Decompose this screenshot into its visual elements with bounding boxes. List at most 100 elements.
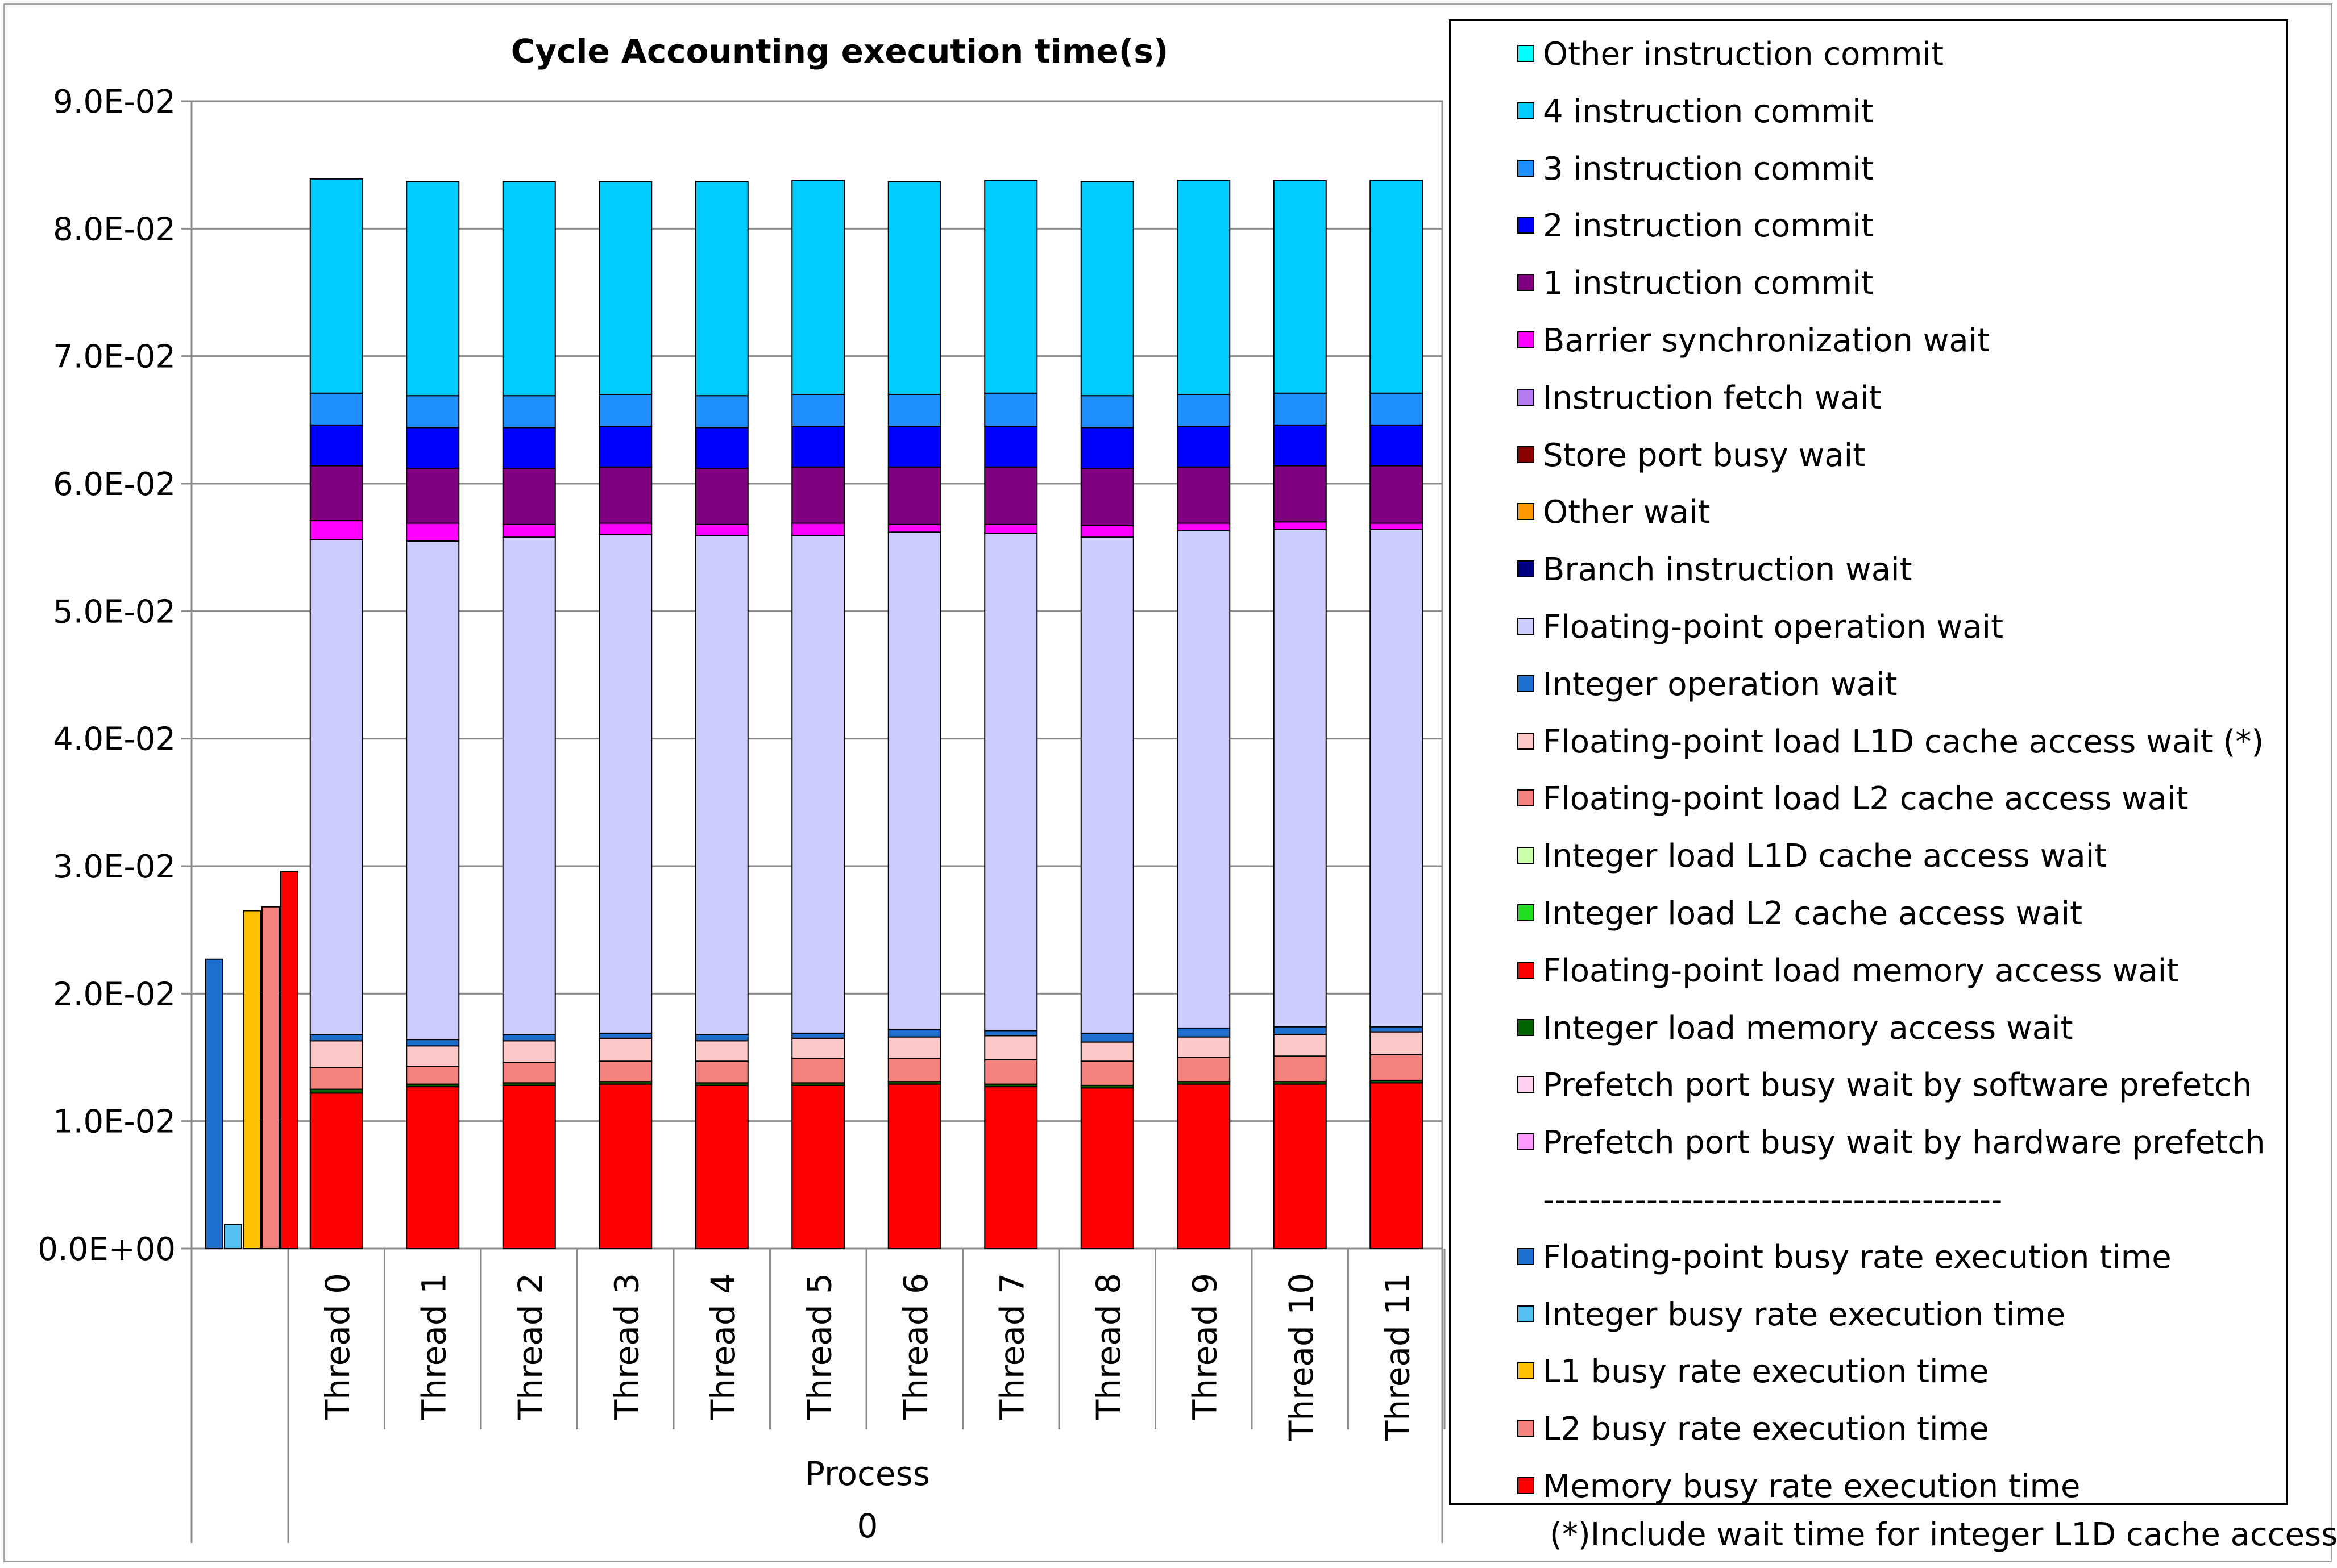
bar-segment-c2-1 <box>406 427 460 469</box>
bar-segment-c1-11 <box>1369 465 1423 524</box>
x-tick-label: Thread 5 <box>800 1273 839 1420</box>
bar-segment-c1-1 <box>406 468 460 524</box>
bar-segment-barrier-11 <box>1369 522 1423 530</box>
bar-segment-fp_load_l2-3 <box>599 1060 653 1083</box>
bar-segment-fp_load_l1d-4 <box>695 1040 749 1062</box>
bar-segment-c4-5 <box>791 180 845 395</box>
bar-segment-fp_op-0 <box>309 539 363 1035</box>
legend-swatch <box>1517 732 1534 750</box>
y-tick-label: 4.0E-02 <box>53 721 176 758</box>
x-tick-label: Thread 8 <box>1089 1273 1128 1420</box>
bar-segment-fp_op-1 <box>406 540 460 1041</box>
bar-segment-fp_load_l2-1 <box>406 1066 460 1085</box>
bar-segment-c2-0 <box>309 424 363 467</box>
bar-segment-c3-10 <box>1273 392 1327 426</box>
legend-swatch <box>1517 1420 1534 1437</box>
legend-swatch <box>1517 1133 1534 1151</box>
bar-segment-c3-4 <box>695 395 749 429</box>
bar-segment-fp_load_l1d-3 <box>599 1037 653 1062</box>
chart-legend: Other instruction commit 4 instruction co… <box>1449 19 2288 1505</box>
bar-segment-fp_load_mem-9 <box>1177 1083 1231 1249</box>
group-value: 0 <box>857 1507 878 1545</box>
bar-segment-fp_load_l2-9 <box>1177 1057 1231 1083</box>
bar-segment-int_op-7 <box>984 1030 1038 1037</box>
bar-segment-fp_load_l1d-11 <box>1369 1031 1423 1056</box>
bar-segment-barrier-6 <box>887 523 941 533</box>
bar-segment-c2-5 <box>791 426 845 468</box>
bar-segment-c4-9 <box>1177 180 1231 395</box>
legend-swatch <box>1517 1247 1534 1265</box>
legend-label: Barrier synchronization wait <box>1543 322 1990 359</box>
bar-segment-c3-1 <box>406 395 460 429</box>
y-tick-label: 8.0E-02 <box>53 211 176 248</box>
bar-segment-fp_op-3 <box>599 534 653 1034</box>
bar-segment-fp_op-9 <box>1177 530 1231 1029</box>
bar-segment-barrier-4 <box>695 523 749 536</box>
bar-segment-c1-10 <box>1273 465 1327 523</box>
bar-segment-c2-8 <box>1080 427 1134 469</box>
busy-bar-integer-busy-rate-execution-time <box>224 1224 242 1250</box>
bar-segment-c3-7 <box>984 392 1038 427</box>
bar-segment-barrier-5 <box>791 522 845 536</box>
legend-swatch <box>1517 102 1534 119</box>
bar-segment-fp_op-8 <box>1080 536 1134 1034</box>
x-tick-label: Thread 1 <box>414 1273 453 1420</box>
bar-segment-fp_load_l2-0 <box>309 1067 363 1090</box>
y-tick-label: 5.0E-02 <box>53 593 176 630</box>
bar-segment-c1-8 <box>1080 468 1134 527</box>
bar-segment-c1-2 <box>502 468 556 525</box>
legend-label: Integer load L2 cache access wait <box>1543 895 2083 932</box>
bar-segment-c4-2 <box>502 181 556 397</box>
bar-segment-c2-3 <box>599 426 653 468</box>
bar-segment-fp_load_mem-5 <box>791 1084 845 1250</box>
bar-segment-fp_load_mem-3 <box>599 1083 653 1249</box>
y-tick-label: 2.0E-02 <box>53 976 176 1013</box>
legend-label: L2 busy rate execution time <box>1543 1411 1989 1448</box>
bar-segment-int_op-9 <box>1177 1027 1231 1038</box>
legend-swatch <box>1517 1076 1534 1093</box>
bar-segment-fp_load_l2-5 <box>791 1058 845 1084</box>
bar-segment-barrier-0 <box>309 520 363 540</box>
bar-segment-barrier-2 <box>502 523 556 538</box>
legend-label: Instruction fetch wait <box>1543 379 1882 417</box>
legend-label: 2 instruction commit <box>1543 207 1874 245</box>
bar-segment-fp_load_mem-4 <box>695 1084 749 1250</box>
bar-segment-int_op-11 <box>1369 1026 1423 1033</box>
legend-label: Prefetch port busy wait by software pref… <box>1543 1067 2252 1104</box>
bar-segment-fp_op-7 <box>984 533 1038 1032</box>
y-tick-label: 1.0E-02 <box>53 1104 176 1141</box>
legend-swatch <box>1517 961 1534 979</box>
bar-segment-c3-6 <box>887 393 941 427</box>
bar-segment-c1-3 <box>599 466 653 524</box>
bar-segment-c1-6 <box>887 466 941 525</box>
bar-segment-fp_load_l1d-9 <box>1177 1036 1231 1058</box>
bar-segment-c3-0 <box>309 392 363 426</box>
legend-swatch <box>1517 388 1534 406</box>
legend-swatch <box>1517 331 1534 348</box>
busy-bar-l1-busy-rate-execution-time <box>243 910 261 1250</box>
bar-segment-fp_load_l1d-10 <box>1273 1034 1327 1057</box>
bar-segment-int_op-3 <box>599 1032 653 1039</box>
bar-segment-fp_op-10 <box>1273 529 1327 1028</box>
legend-label: 4 instruction commit <box>1543 93 1874 130</box>
bar-segment-c4-11 <box>1369 180 1423 394</box>
bar-segment-c3-5 <box>791 393 845 427</box>
bar-segment-fp_load_mem-6 <box>887 1083 941 1249</box>
bar-segment-c2-11 <box>1369 424 1423 467</box>
legend-swatch <box>1517 618 1534 635</box>
x-tick-label: Thread 6 <box>896 1273 935 1420</box>
bar-segment-fp_op-6 <box>887 531 941 1030</box>
legend-label: Other instruction commit <box>1543 36 1944 73</box>
bar-segment-fp_load_mem-2 <box>502 1084 556 1250</box>
legend-label: Floating-point load memory access wait <box>1543 952 2180 989</box>
legend-label: Store port busy wait <box>1543 436 1866 474</box>
bar-segment-fp_load_mem-7 <box>984 1086 1038 1249</box>
bar-segment-c1-4 <box>695 468 749 525</box>
bar-segment-c2-10 <box>1273 424 1327 467</box>
bar-segment-barrier-7 <box>984 523 1038 534</box>
bar-segment-fp_op-11 <box>1369 529 1423 1028</box>
bar-segment-barrier-3 <box>599 522 653 535</box>
bar-segment-fp_load_mem-0 <box>309 1092 363 1250</box>
bar-segment-c1-9 <box>1177 466 1231 524</box>
legend-label: Other wait <box>1543 494 1711 531</box>
